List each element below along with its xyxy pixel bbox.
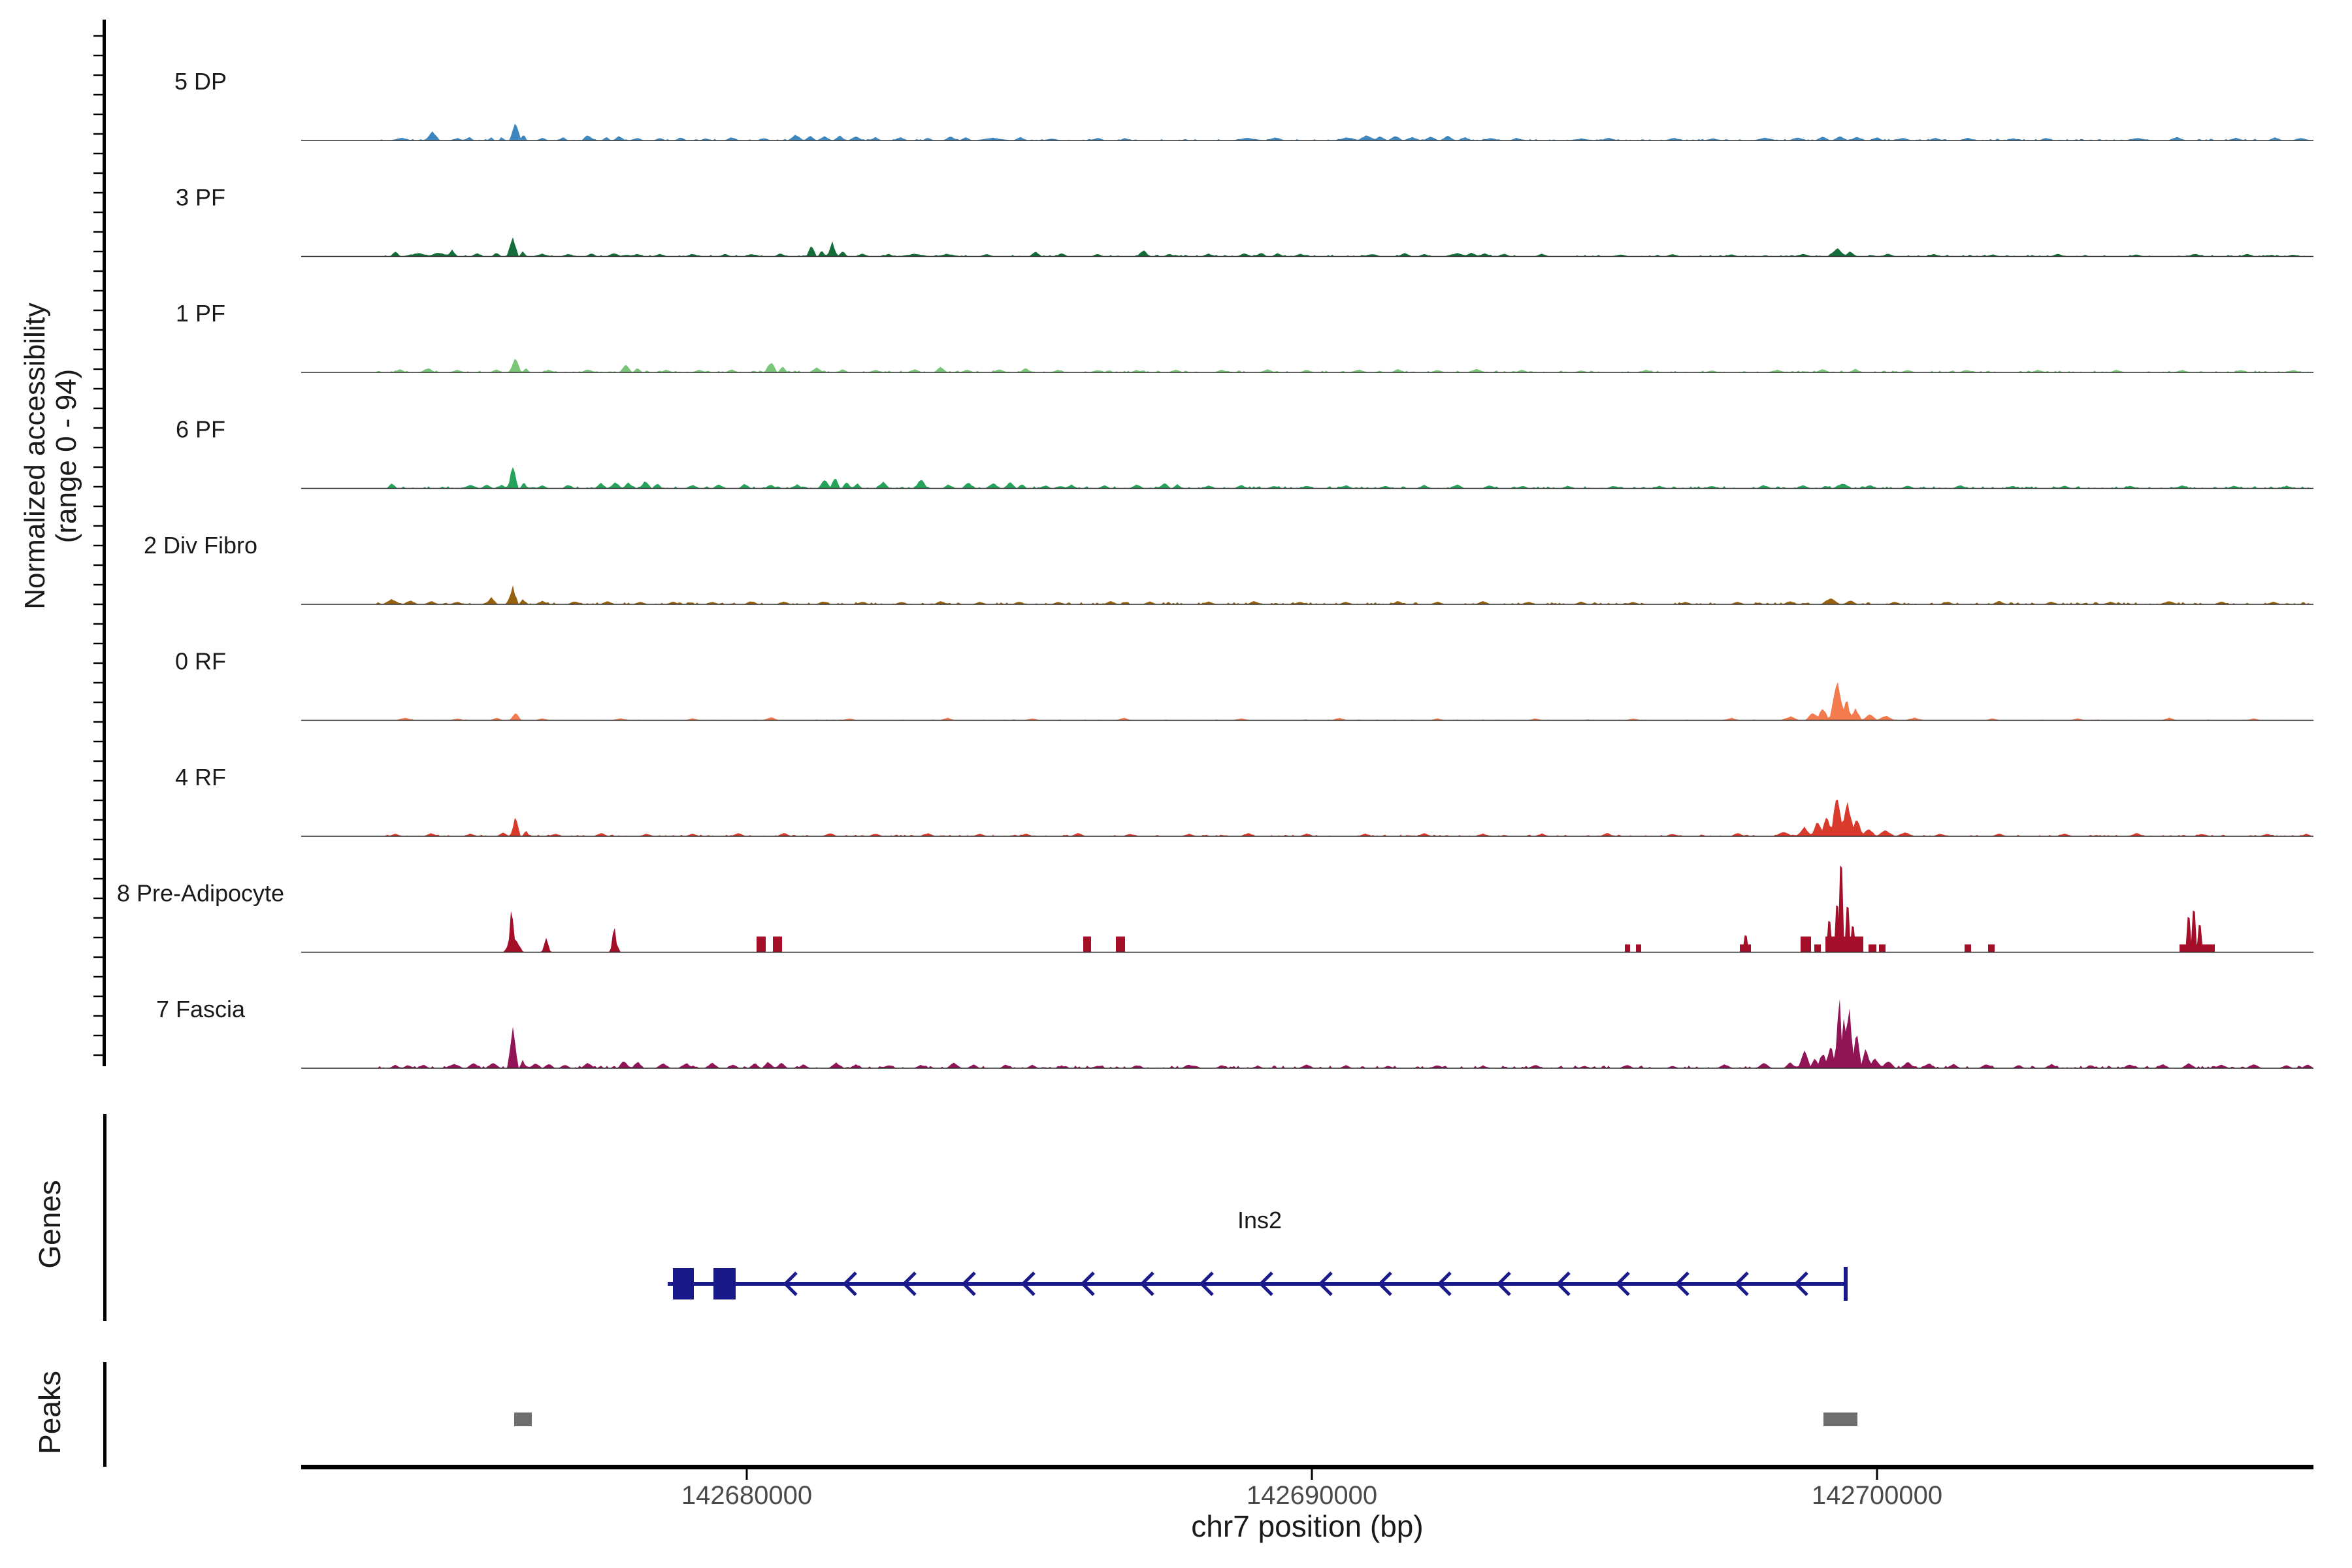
strand-direction-chevron bbox=[1258, 1271, 1273, 1296]
track-label-1-pf: 1 PF bbox=[176, 300, 225, 327]
signal-block bbox=[1636, 944, 1641, 953]
coverage-track-8-pre-adipocyte: 8 Pre-Adipocyte bbox=[117, 865, 2313, 953]
gene-tss-bar bbox=[1844, 1267, 1848, 1301]
strand-direction-chevron bbox=[1021, 1271, 1036, 1296]
x-axis-tick-label: 142700000 bbox=[1812, 1481, 1942, 1510]
strand-direction-chevron bbox=[1199, 1271, 1214, 1296]
called-peak-box bbox=[1823, 1413, 1857, 1426]
coverage-tracks-layer: 5 DP 3 PF 1 PF 6 PF 2 Div Fibro 0 RF 4 RF 8 Pre… bbox=[117, 68, 2313, 1069]
called-peak-box bbox=[514, 1413, 532, 1426]
peaks-section-label: Peaks bbox=[33, 1371, 67, 1454]
signal-area bbox=[301, 682, 2313, 721]
track-label-3-pf: 3 PF bbox=[176, 184, 225, 211]
signal-block bbox=[1116, 936, 1125, 953]
track-label-4-rf: 4 RF bbox=[175, 764, 226, 791]
coverage-track-5-dp: 5 DP bbox=[174, 68, 2313, 141]
coverage-track-6-pf: 6 PF bbox=[176, 416, 2313, 489]
genomic-x-axis: 142680000 142690000 142700000 bbox=[301, 1465, 2313, 1510]
signal-area bbox=[301, 998, 2313, 1068]
strand-direction-chevron bbox=[783, 1271, 798, 1296]
strand-direction-chevron bbox=[1139, 1271, 1154, 1296]
strand-direction-chevron bbox=[1615, 1271, 1630, 1296]
coverage-track-4-rf: 4 RF bbox=[175, 764, 2313, 837]
x-axis-line bbox=[301, 1465, 2313, 1469]
signal-block bbox=[1083, 936, 1091, 953]
signal-area bbox=[301, 123, 2313, 140]
genes-section-bracket bbox=[103, 1114, 106, 1321]
coverage-track-2-div-fibro: 2 Div Fibro bbox=[144, 532, 2313, 605]
signal-block bbox=[1814, 944, 1821, 953]
gene-name-label: Ins2 bbox=[1237, 1207, 1282, 1233]
signal-spike bbox=[2191, 910, 2197, 953]
x-axis-tick-label: 142680000 bbox=[681, 1481, 812, 1510]
y-axis-title-line2: (range 0 - 94) bbox=[50, 369, 82, 544]
peaks-section-bracket bbox=[103, 1362, 106, 1467]
signal-spike bbox=[2197, 924, 2203, 953]
strand-direction-chevron bbox=[1437, 1271, 1452, 1296]
gene-model-layer bbox=[668, 1267, 1848, 1301]
strand-direction-chevron bbox=[1793, 1271, 1808, 1296]
gene-exon bbox=[673, 1268, 694, 1299]
strand-direction-chevron bbox=[961, 1271, 976, 1296]
accessibility-y-axis bbox=[93, 20, 106, 1066]
signal-block bbox=[1988, 944, 1995, 953]
track-label-2-div-fibro: 2 Div Fibro bbox=[144, 532, 257, 559]
signal-block bbox=[1879, 944, 1886, 953]
signal-block bbox=[1869, 944, 1876, 953]
signal-spike bbox=[1844, 906, 1851, 953]
signal-spike bbox=[1742, 935, 1749, 953]
signal-spike bbox=[1850, 926, 1856, 953]
x-axis-title: chr7 position (bp) bbox=[1191, 1509, 1423, 1543]
strand-direction-chevron bbox=[842, 1271, 857, 1296]
signal-spike bbox=[1826, 921, 1833, 953]
peak-boxes-layer bbox=[514, 1413, 1857, 1426]
signal-block bbox=[1801, 936, 1811, 953]
signal-block bbox=[1965, 944, 1971, 953]
strand-direction-chevron bbox=[902, 1271, 917, 1296]
strand-direction-chevron bbox=[1734, 1271, 1749, 1296]
signal-block bbox=[773, 936, 782, 953]
genes-section-label: Genes bbox=[33, 1180, 67, 1269]
coverage-track-1-pf: 1 PF bbox=[176, 300, 2313, 373]
x-axis-tick-label: 142690000 bbox=[1247, 1481, 1377, 1510]
strand-direction-chevron bbox=[1674, 1271, 1690, 1296]
y-axis-line bbox=[103, 20, 106, 1066]
strand-direction-chevron bbox=[1496, 1271, 1511, 1296]
track-label-0-rf: 0 RF bbox=[175, 648, 226, 675]
strand-direction-chevron bbox=[1556, 1271, 1571, 1296]
signal-spike bbox=[2185, 917, 2192, 953]
signal-area bbox=[301, 467, 2313, 489]
coverage-track-7-fascia: 7 Fascia bbox=[156, 996, 2313, 1069]
track-label-7-fascia: 7 Fascia bbox=[156, 996, 246, 1022]
signal-area bbox=[301, 237, 2313, 257]
track-label-8-pre-adipocyte: 8 Pre-Adipocyte bbox=[117, 880, 284, 907]
y-axis-title-line1: Normalized accessibility bbox=[19, 302, 51, 609]
signal-area bbox=[301, 911, 2313, 953]
track-label-5-dp: 5 DP bbox=[174, 68, 227, 95]
signal-area bbox=[301, 359, 2313, 372]
track-label-6-pf: 6 PF bbox=[176, 416, 225, 443]
coverage-track-3-pf: 3 PF bbox=[176, 184, 2313, 257]
signal-spike bbox=[1838, 865, 1844, 953]
coverage-track-0-rf: 0 RF bbox=[175, 648, 2313, 721]
signal-block bbox=[1625, 944, 1630, 953]
signal-area bbox=[301, 800, 2313, 836]
gene-exon bbox=[713, 1268, 736, 1299]
strand-direction-chevron bbox=[1080, 1271, 1095, 1296]
strand-direction-chevron bbox=[1377, 1271, 1392, 1296]
signal-area bbox=[301, 585, 2313, 604]
strand-direction-chevron bbox=[1318, 1271, 1333, 1296]
signal-block bbox=[757, 936, 766, 953]
